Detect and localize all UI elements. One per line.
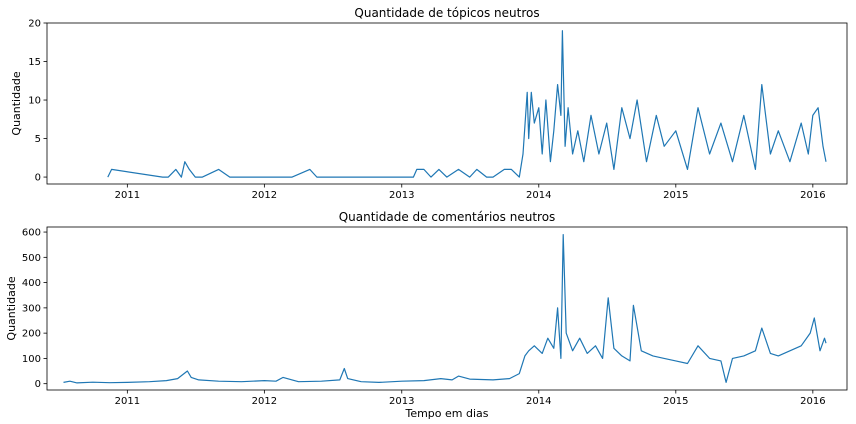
x-tick-label: 2012 xyxy=(252,190,277,201)
x-tick-label: 2016 xyxy=(800,396,825,407)
series-line-0 xyxy=(63,234,827,384)
series-line-0 xyxy=(107,30,827,178)
x-tick-label: 2011 xyxy=(115,396,140,407)
y-tick-label: 15 xyxy=(28,57,41,68)
x-tick-label: 2016 xyxy=(800,190,825,201)
plot-frame xyxy=(46,22,848,185)
y-tick-label: 0 xyxy=(35,379,41,390)
y-tick-label: 20 xyxy=(28,19,41,30)
chart-topicos: 2011 2012 2013 2014 2015 2016 0 5 10 15 20 Quantida… xyxy=(10,6,848,201)
x-tick-label: 2013 xyxy=(389,396,414,407)
x-tick-label: 2015 xyxy=(663,190,688,201)
y-tick-label: 5 xyxy=(35,134,41,145)
y-tick-label: 200 xyxy=(22,329,41,340)
x-tick-label: 2011 xyxy=(115,190,140,201)
x-tick-label: 2012 xyxy=(252,396,277,407)
x-tick-label: 2013 xyxy=(389,190,414,201)
y-tick-label: 100 xyxy=(22,354,41,365)
y-tick-label: 500 xyxy=(22,253,41,264)
y-axis-label: Quantidade xyxy=(10,71,23,135)
x-axis-label: Tempo em dias xyxy=(404,407,488,420)
x-tick-label: 2014 xyxy=(526,396,551,407)
chart-comentarios: 2011 2012 2013 2014 2015 2016 0 100 200 300 400 500… xyxy=(5,210,848,420)
y-tick-label: 600 xyxy=(22,228,41,239)
x-tick-label: 2014 xyxy=(526,190,551,201)
y-tick-label: 400 xyxy=(22,278,41,289)
plot-frame xyxy=(46,226,848,391)
y-tick-label: 10 xyxy=(28,96,41,107)
y-tick-label: 300 xyxy=(22,303,41,314)
y-axis-label: Quantidade xyxy=(5,276,18,340)
y-tick-label: 0 xyxy=(35,173,41,184)
x-tick-label: 2015 xyxy=(663,396,688,407)
chart-title: Quantidade de tópicos neutros xyxy=(354,6,539,20)
chart-title: Quantidade de comentários neutros xyxy=(339,210,556,224)
